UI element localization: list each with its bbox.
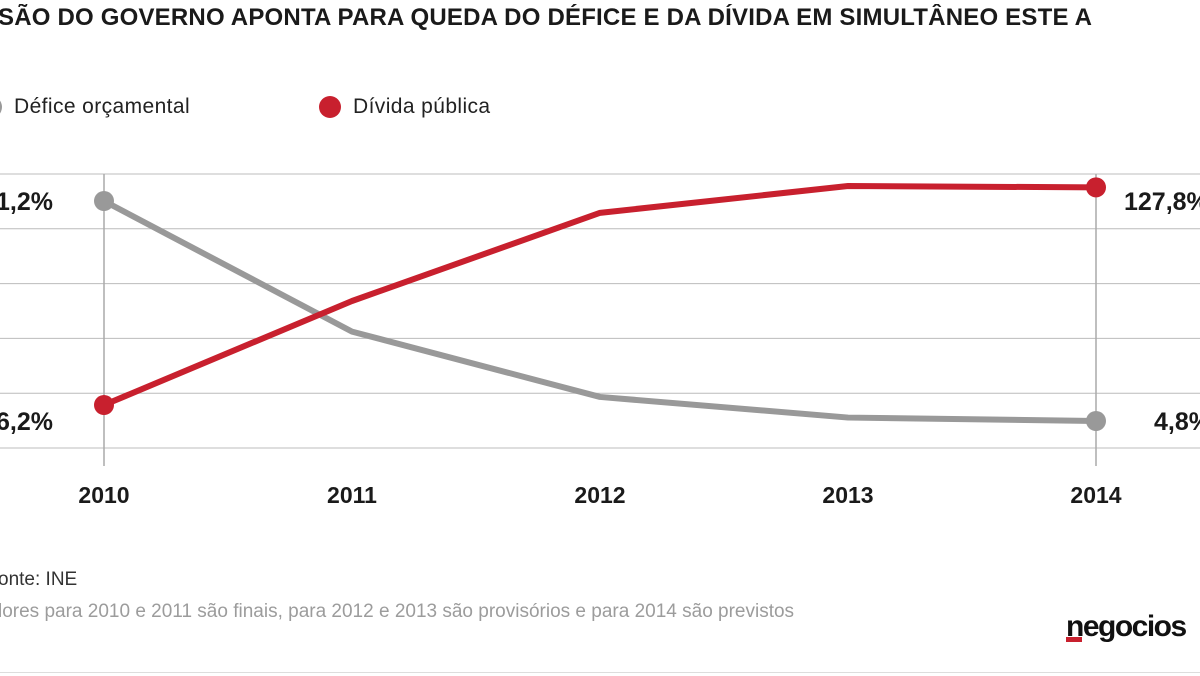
chart-title: SÃO DO GOVERNO APONTA PARA QUEDA DO DÉFI… [0, 4, 1093, 31]
legend-label-defice: Défice orçamental [14, 95, 191, 118]
defice-end-label: 4,8% [1154, 408, 1200, 436]
legend-item-defice: Défice orçamental [0, 94, 190, 120]
defice-start-label: 1,2% [0, 188, 53, 216]
defice-series-line [101, 198, 1099, 424]
x-tick-label: 2010 [78, 482, 129, 508]
legend-label-divida: Dívida pública [353, 95, 491, 118]
negocios-logo: negocios [1066, 610, 1187, 643]
x-tick-label: 2011 [327, 482, 377, 508]
logo-accent-bar [1066, 637, 1082, 642]
x-tick-label: 2012 [574, 482, 625, 508]
divida-series-point [1086, 177, 1106, 198]
divida-series-point [94, 395, 114, 415]
x-tick-label: 2014 [1070, 482, 1121, 508]
defice-series-point [1086, 411, 1106, 431]
divida-end-label: 127,8% [1124, 188, 1200, 216]
footnote: lores para 2010 e 2011 são finais, para … [0, 601, 795, 622]
bottom-divider [0, 672, 1200, 673]
source-note: onte: INE [0, 569, 78, 590]
defice-series-point [94, 191, 114, 211]
legend-marker-divida [319, 96, 341, 118]
divida-start-label: 6,2% [0, 408, 53, 436]
legend-item-divida: Dívida pública [319, 94, 491, 120]
x-tick-label: 2013 [822, 482, 873, 508]
legend-marker-defice [0, 96, 2, 118]
divida-series-line [101, 183, 1099, 408]
